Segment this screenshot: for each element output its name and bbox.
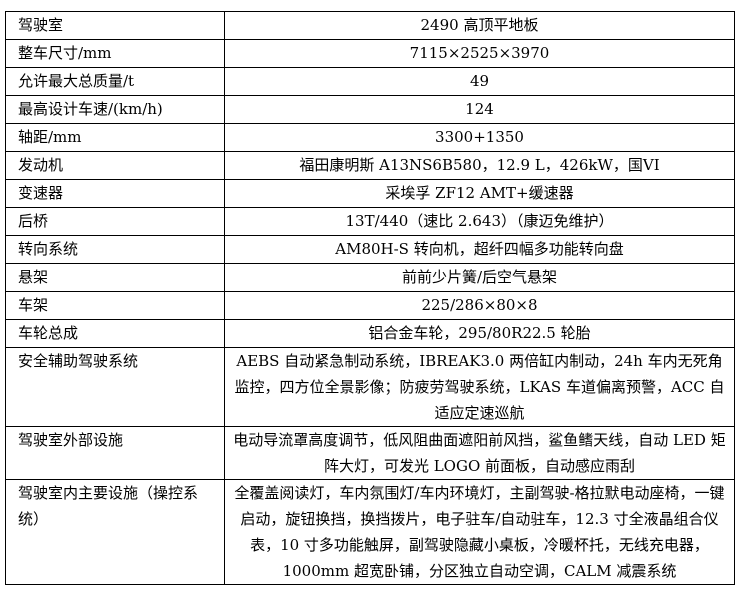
- spec-label: 最高设计车速/(km/h): [5, 95, 225, 124]
- spec-value: 124: [224, 95, 735, 124]
- table-row: 车轮总成 铝合金车轮，295/80R22.5 轮胎: [5, 319, 735, 348]
- spec-label: 变速器: [5, 179, 225, 208]
- spec-value: 2490 高顶平地板: [224, 11, 735, 40]
- table-row: 发动机 福田康明斯 A13NS6B580，12.9 L，426kW，国VI: [5, 151, 735, 180]
- spec-value: 13T/440（速比 2.643）（康迈免维护）: [224, 207, 735, 236]
- spec-label: 悬架: [5, 263, 225, 292]
- spec-label: 安全辅助驾驶系统: [5, 347, 225, 427]
- spec-label: 驾驶室: [5, 11, 225, 40]
- spec-value: 全覆盖阅读灯，车内氛围灯/车内环境灯，主副驾驶-格拉默电动座椅，一键启动，旋钮换…: [224, 479, 735, 585]
- table-row: 允许最大总质量/t 49: [5, 67, 735, 96]
- spec-label: 车架: [5, 291, 225, 320]
- table-row: 驾驶室外部设施 电动导流罩高度调节，低风阻曲面遮阳前风挡，鲨鱼鳍天线，自动 LED…: [5, 426, 735, 480]
- table-row: 车架 225/286×80×8: [5, 291, 735, 320]
- table-row: 最高设计车速/(km/h) 124: [5, 95, 735, 124]
- spec-value: 前前少片簧/后空气悬架: [224, 263, 735, 292]
- spec-label: 车轮总成: [5, 319, 225, 348]
- table-row: 悬架 前前少片簧/后空气悬架: [5, 263, 735, 292]
- spec-value: 电动导流罩高度调节，低风阻曲面遮阳前风挡，鲨鱼鳍天线，自动 LED 矩阵大灯，可…: [224, 426, 735, 480]
- spec-value: 福田康明斯 A13NS6B580，12.9 L，426kW，国VI: [224, 151, 735, 180]
- table-row: 整车尺寸/mm 7115×2525×3970: [5, 39, 735, 68]
- spec-label: 轴距/mm: [5, 123, 225, 152]
- table-row: 驾驶室内主要设施（操控系统） 全覆盖阅读灯，车内氛围灯/车内环境灯，主副驾驶-格拉…: [5, 479, 735, 585]
- table-row: 驾驶室 2490 高顶平地板: [5, 11, 735, 40]
- table-row: 安全辅助驾驶系统 AEBS 自动紧急制动系统，IBREAK3.0 两倍缸内制动，2…: [5, 347, 735, 427]
- table-row: 转向系统 AM80H-S 转向机，超纤四幅多功能转向盘: [5, 235, 735, 264]
- spec-value: 3300+1350: [224, 123, 735, 152]
- spec-label: 转向系统: [5, 235, 225, 264]
- spec-label: 发动机: [5, 151, 225, 180]
- spec-value: AEBS 自动紧急制动系统，IBREAK3.0 两倍缸内制动，24h 车内无死角…: [224, 347, 735, 427]
- table-row: 后桥 13T/440（速比 2.643）（康迈免维护）: [5, 207, 735, 236]
- spec-value: 铝合金车轮，295/80R22.5 轮胎: [224, 319, 735, 348]
- table-row: 变速器 采埃孚 ZF12 AMT+缓速器: [5, 179, 735, 208]
- spec-value: 225/286×80×8: [224, 291, 735, 320]
- spec-label: 整车尺寸/mm: [5, 39, 225, 68]
- spec-value: 49: [224, 67, 735, 96]
- spec-table: 驾驶室 2490 高顶平地板 整车尺寸/mm 7115×2525×3970 允许最大总质…: [5, 11, 735, 585]
- spec-label: 驾驶室内主要设施（操控系统）: [5, 479, 225, 585]
- spec-value: 采埃孚 ZF12 AMT+缓速器: [224, 179, 735, 208]
- spec-label: 允许最大总质量/t: [5, 67, 225, 96]
- spec-value: AM80H-S 转向机，超纤四幅多功能转向盘: [224, 235, 735, 264]
- spec-label: 驾驶室外部设施: [5, 426, 225, 480]
- table-row: 轴距/mm 3300+1350: [5, 123, 735, 152]
- spec-value: 7115×2525×3970: [224, 39, 735, 68]
- spec-label: 后桥: [5, 207, 225, 236]
